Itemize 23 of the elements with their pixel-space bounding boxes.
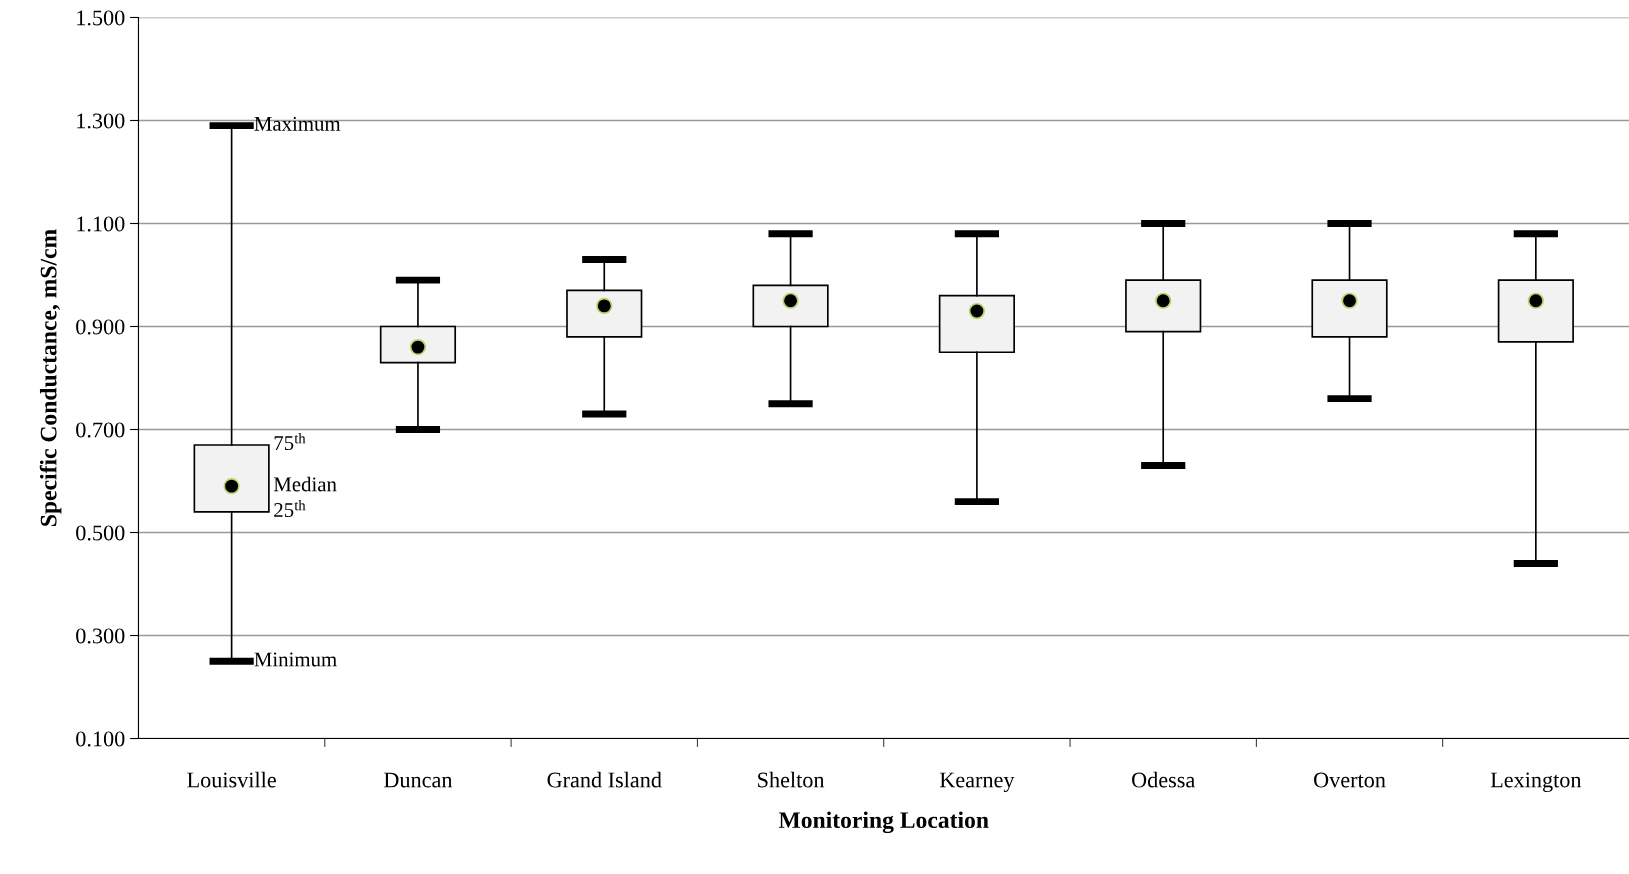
y-tick-label: 1.300 — [77, 113, 125, 129]
annotation: Median — [273, 476, 337, 492]
annotation: 75$^{th}$ — [274, 433, 306, 451]
x-tick-label: Kearney — [939, 772, 1015, 793]
y-tick-label: 0.700 — [76, 422, 125, 438]
annotation: Minimum — [254, 652, 337, 667]
annotation: 25$^{th}$ — [274, 500, 306, 518]
x-tick-label: Louisville — [187, 771, 276, 788]
y-tick-label: 0.900 — [76, 319, 125, 335]
y-tick-label: 1.500 — [77, 10, 125, 26]
x-tick-label: Shelton — [758, 771, 825, 788]
x-tick-label: Duncan — [384, 772, 453, 788]
y-axis-title: Specific Conductance, mS/cm — [39, 229, 62, 526]
x-tick-label: Lexington — [1490, 772, 1582, 793]
annotation: Maximum — [254, 116, 341, 131]
y-tick-label: 0.300 — [76, 628, 125, 644]
x-tick-label: Odessa — [1132, 771, 1195, 788]
y-tick-label: 0.500 — [76, 525, 125, 541]
x-tick-label: Overton — [1314, 772, 1386, 788]
x-tick-label: Grand Island — [547, 771, 662, 788]
y-tick-label: 0.100 — [76, 731, 125, 747]
x-axis-title: Monitoring Location — [778, 811, 989, 834]
y-tick-label: 1.100 — [77, 216, 125, 232]
